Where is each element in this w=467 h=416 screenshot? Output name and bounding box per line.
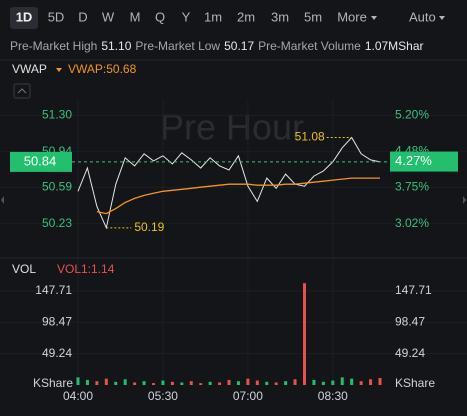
x-tick-label: 08:30 [318,389,348,403]
y2-tick-label: 3.02% [395,216,429,230]
volume-bar [265,381,269,385]
toolbar-tab[interactable]: 1D [16,9,33,24]
volume-bar [312,379,316,385]
y2-tick-label: 5.20% [395,108,429,122]
toolbar-tab[interactable]: 2m [237,9,255,24]
volume-bar [359,381,363,385]
volume-legend: VOL1:1.14 [57,262,115,276]
volume-bar [321,381,325,385]
volume-bar [152,383,155,385]
stat-value: 1.07MShar [365,39,424,53]
volume-bar [303,283,306,385]
volume-title: VOL [12,262,36,276]
price-line [77,136,381,230]
x-tick-label: 05:30 [148,389,178,403]
last-price: 50.84 [24,153,57,168]
stat-label: Pre-Market Volume [258,39,361,53]
y2-tick-label: 98.47 [395,315,425,329]
volume-bar [199,383,203,385]
volume-bar [95,381,99,385]
x-tick-label: 07:00 [233,389,263,403]
volume-bar [85,379,89,385]
dropdown-icon [56,68,62,72]
volume-bar [331,380,335,385]
dropdown-icon [371,16,377,20]
active-tab-bg [10,7,38,29]
x-tick-label: 04:00 [63,389,93,403]
last-change-badge [390,151,458,172]
toolbar-tab[interactable]: More [337,9,367,24]
high-label: 51.08 [295,130,325,144]
stat-label: Pre-Market High [10,39,97,53]
volume-bar [114,381,118,385]
volume-bar [76,377,80,385]
y-tick-label: 147.71 [35,283,72,297]
volume-bar [350,378,354,385]
volume-bar [161,380,165,385]
indicator-legend: VWAP:50.68 [68,62,137,76]
volume-bar [340,377,344,385]
volume-bar [170,381,174,385]
volume-bar [133,382,137,385]
volume-bar [180,382,184,385]
toolbar-tab[interactable]: W [102,9,115,24]
y-tick-label: 50.23 [42,216,72,230]
volume-bar [274,382,278,385]
toolbar-tab[interactable]: 3m [271,9,289,24]
toolbar-tab[interactable]: 5D [48,9,65,24]
unit-label: KShare [33,376,73,390]
toolbar-tab[interactable]: M [130,9,141,24]
volume-bar [208,381,212,385]
watermark: Pre Hour [160,107,304,148]
y-tick-label: 50.59 [42,179,72,193]
y-tick-label: 49.24 [42,346,72,360]
last-change: 4.27% [395,153,432,168]
dropdown-icon [439,16,445,20]
stat-value: 51.10 [101,39,131,53]
toolbar-tab[interactable]: Q [155,9,165,24]
stats-row: Pre-Market High 51.10 Pre-Market Low 50.17 P… [10,39,424,53]
indicator-title: VWAP [12,62,47,76]
volume-bar [236,381,240,385]
volume-bar [189,381,193,385]
stat-value: 50.17 [224,39,254,53]
stat-label: Pre-Market Low [135,39,220,53]
toolbar-tab[interactable]: 5m [304,9,322,24]
volume-bar [104,378,108,385]
low-label: 50.19 [134,220,164,234]
collapse-button[interactable] [13,83,31,99]
volume-bar [369,379,373,385]
collapse-icon [17,88,27,94]
y-tick-label: 98.47 [42,315,72,329]
adjust-select[interactable]: Auto [409,9,436,24]
volume-bar [246,378,250,385]
volume-bar [142,381,146,385]
volume-bar [255,380,259,385]
y2-tick-label: 49.24 [395,346,425,360]
price-line [96,177,380,215]
y-tick-label: 51.30 [42,107,72,121]
toolbar-tab[interactable]: Y [182,9,191,24]
unit-label: KShare [395,376,435,390]
volume-bar [227,379,231,385]
volume-bar [218,382,222,385]
toolbar-tab[interactable]: 1m [204,9,222,24]
toolbar-tab[interactable]: D [78,9,87,24]
volume-bar [378,378,382,385]
y2-tick-label: 3.75% [395,180,429,194]
last-price-badge [10,151,72,172]
volume-bar [293,379,297,385]
y2-tick-label: 147.71 [395,283,432,297]
volume-bar [284,381,288,385]
volume-bar [123,379,127,385]
